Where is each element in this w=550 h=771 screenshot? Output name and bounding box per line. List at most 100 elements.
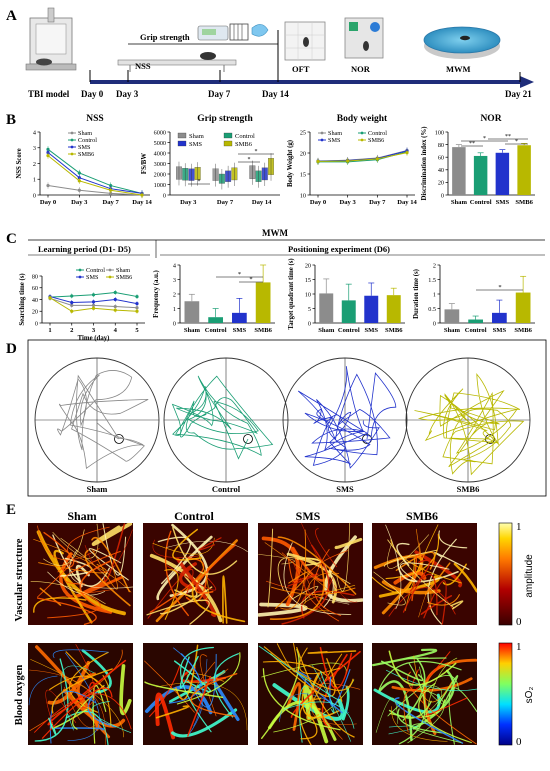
legend-marker xyxy=(360,138,364,142)
image-header-sham: Sham xyxy=(67,509,96,523)
significance-star: * xyxy=(238,271,241,278)
vessel xyxy=(36,530,126,616)
data-point-sms xyxy=(91,300,96,304)
vessel xyxy=(411,553,418,602)
vessel xyxy=(292,560,333,599)
tbi-model-label: TBI model xyxy=(28,89,70,99)
vessel xyxy=(144,660,195,713)
vessel xyxy=(160,586,213,615)
vessel xyxy=(395,551,436,572)
data-point-smb6 xyxy=(48,296,52,300)
vessel xyxy=(450,600,464,610)
significance-star: ** xyxy=(469,141,475,147)
vessel xyxy=(28,675,58,706)
vessel xyxy=(64,686,96,728)
y-tick-label: 0 xyxy=(433,320,436,327)
y-tick-label: 20 xyxy=(300,150,306,157)
vessel xyxy=(400,562,450,582)
vessel xyxy=(49,675,112,727)
data-point-sms xyxy=(70,300,74,305)
bar-control xyxy=(473,155,488,195)
y-tick-label: 20 xyxy=(32,309,38,316)
vessel xyxy=(81,649,112,694)
y-tick-label: 15 xyxy=(305,277,311,284)
y-tick-label: 3000 xyxy=(154,161,166,168)
vessel xyxy=(186,673,225,697)
bar-smb6 xyxy=(515,292,531,323)
legend-label: Control xyxy=(78,137,97,144)
vessel xyxy=(156,535,213,601)
bar-sms xyxy=(232,312,247,323)
vessel xyxy=(64,550,121,585)
vessel xyxy=(103,523,126,582)
data-point-smb6 xyxy=(70,309,74,313)
legend-marker xyxy=(78,268,82,272)
vessel xyxy=(30,659,124,738)
legend-swatch xyxy=(177,132,187,139)
y-tick-label: 1 xyxy=(433,291,436,298)
nor-chart: 0 20 40 60 80 100 NOR Discrimination index (%) S… xyxy=(421,114,535,206)
significance-star: * xyxy=(248,157,251,163)
vessel xyxy=(258,645,340,701)
data-point-sham xyxy=(135,306,139,310)
vessel xyxy=(147,568,194,619)
grip-strength-chart: 0 1000 2000 3000 4000 5000 6000 Grip strength FS… xyxy=(141,114,280,206)
data-point-control xyxy=(46,147,50,151)
bar-sms xyxy=(495,152,510,195)
vessel xyxy=(387,539,455,609)
y-tick-label: 0 xyxy=(163,192,166,199)
panel-label-e: E xyxy=(6,502,16,518)
vessel xyxy=(222,575,228,624)
x-tick-label: Sham xyxy=(451,199,468,206)
data-point-smb6 xyxy=(135,309,139,313)
vessel xyxy=(91,523,133,546)
data-point-smb6 xyxy=(405,150,409,155)
y-tick-label: 1 xyxy=(33,177,36,184)
legend-label: SMS xyxy=(328,137,341,144)
vessel xyxy=(402,658,426,721)
vessel xyxy=(307,650,357,654)
so2-min: 0 xyxy=(516,736,522,748)
x-tick-label: 1 xyxy=(48,327,51,334)
x-axis-label: Time (day) xyxy=(78,335,110,342)
vessel xyxy=(171,708,238,738)
vessel-image-vascular-sham xyxy=(30,523,133,625)
timeline-day-3: Day 3 xyxy=(116,89,139,99)
test-mwm-label: MWM xyxy=(446,64,471,74)
vessel xyxy=(179,554,209,602)
vessel xyxy=(84,529,133,573)
panel-label-c: C xyxy=(6,231,17,247)
vessel-image-oxygen-sms xyxy=(258,643,361,745)
vessel xyxy=(434,552,470,571)
vessel-image-oxygen-control xyxy=(144,644,248,740)
vessel xyxy=(411,722,462,744)
vessel xyxy=(321,653,348,730)
bar-control xyxy=(208,317,223,323)
y-axis-label: Discrimination index (%) xyxy=(421,126,428,200)
bar-sham xyxy=(184,301,200,323)
data-point-sham xyxy=(46,183,50,188)
legend-label: SMB6 xyxy=(78,151,94,158)
data-point-smb6 xyxy=(346,159,350,163)
y-tick-label: 60 xyxy=(438,155,444,162)
vessel xyxy=(191,586,246,623)
bar-smb6 xyxy=(255,282,271,323)
vessel-image-oxygen-sham xyxy=(28,644,132,745)
x-tick-label: Sham xyxy=(444,327,461,334)
vessel xyxy=(152,537,215,555)
data-point-sham xyxy=(113,304,117,309)
row-label-vascular: Vascular structure xyxy=(14,538,25,621)
vessel xyxy=(313,548,342,617)
y-axis-label: Duration time (s) xyxy=(413,269,420,319)
y-tick-label: 1000 xyxy=(154,182,166,189)
x-tick-label: SMB6 xyxy=(254,327,272,334)
vessel xyxy=(334,537,363,550)
legend-label: Control xyxy=(368,130,387,137)
test-grip-label: Grip strength xyxy=(140,32,190,42)
vessel xyxy=(301,678,341,719)
vessel xyxy=(37,525,100,561)
x-tick-label: SMB6 xyxy=(515,199,533,206)
y-tick-label: 10 xyxy=(300,192,306,199)
